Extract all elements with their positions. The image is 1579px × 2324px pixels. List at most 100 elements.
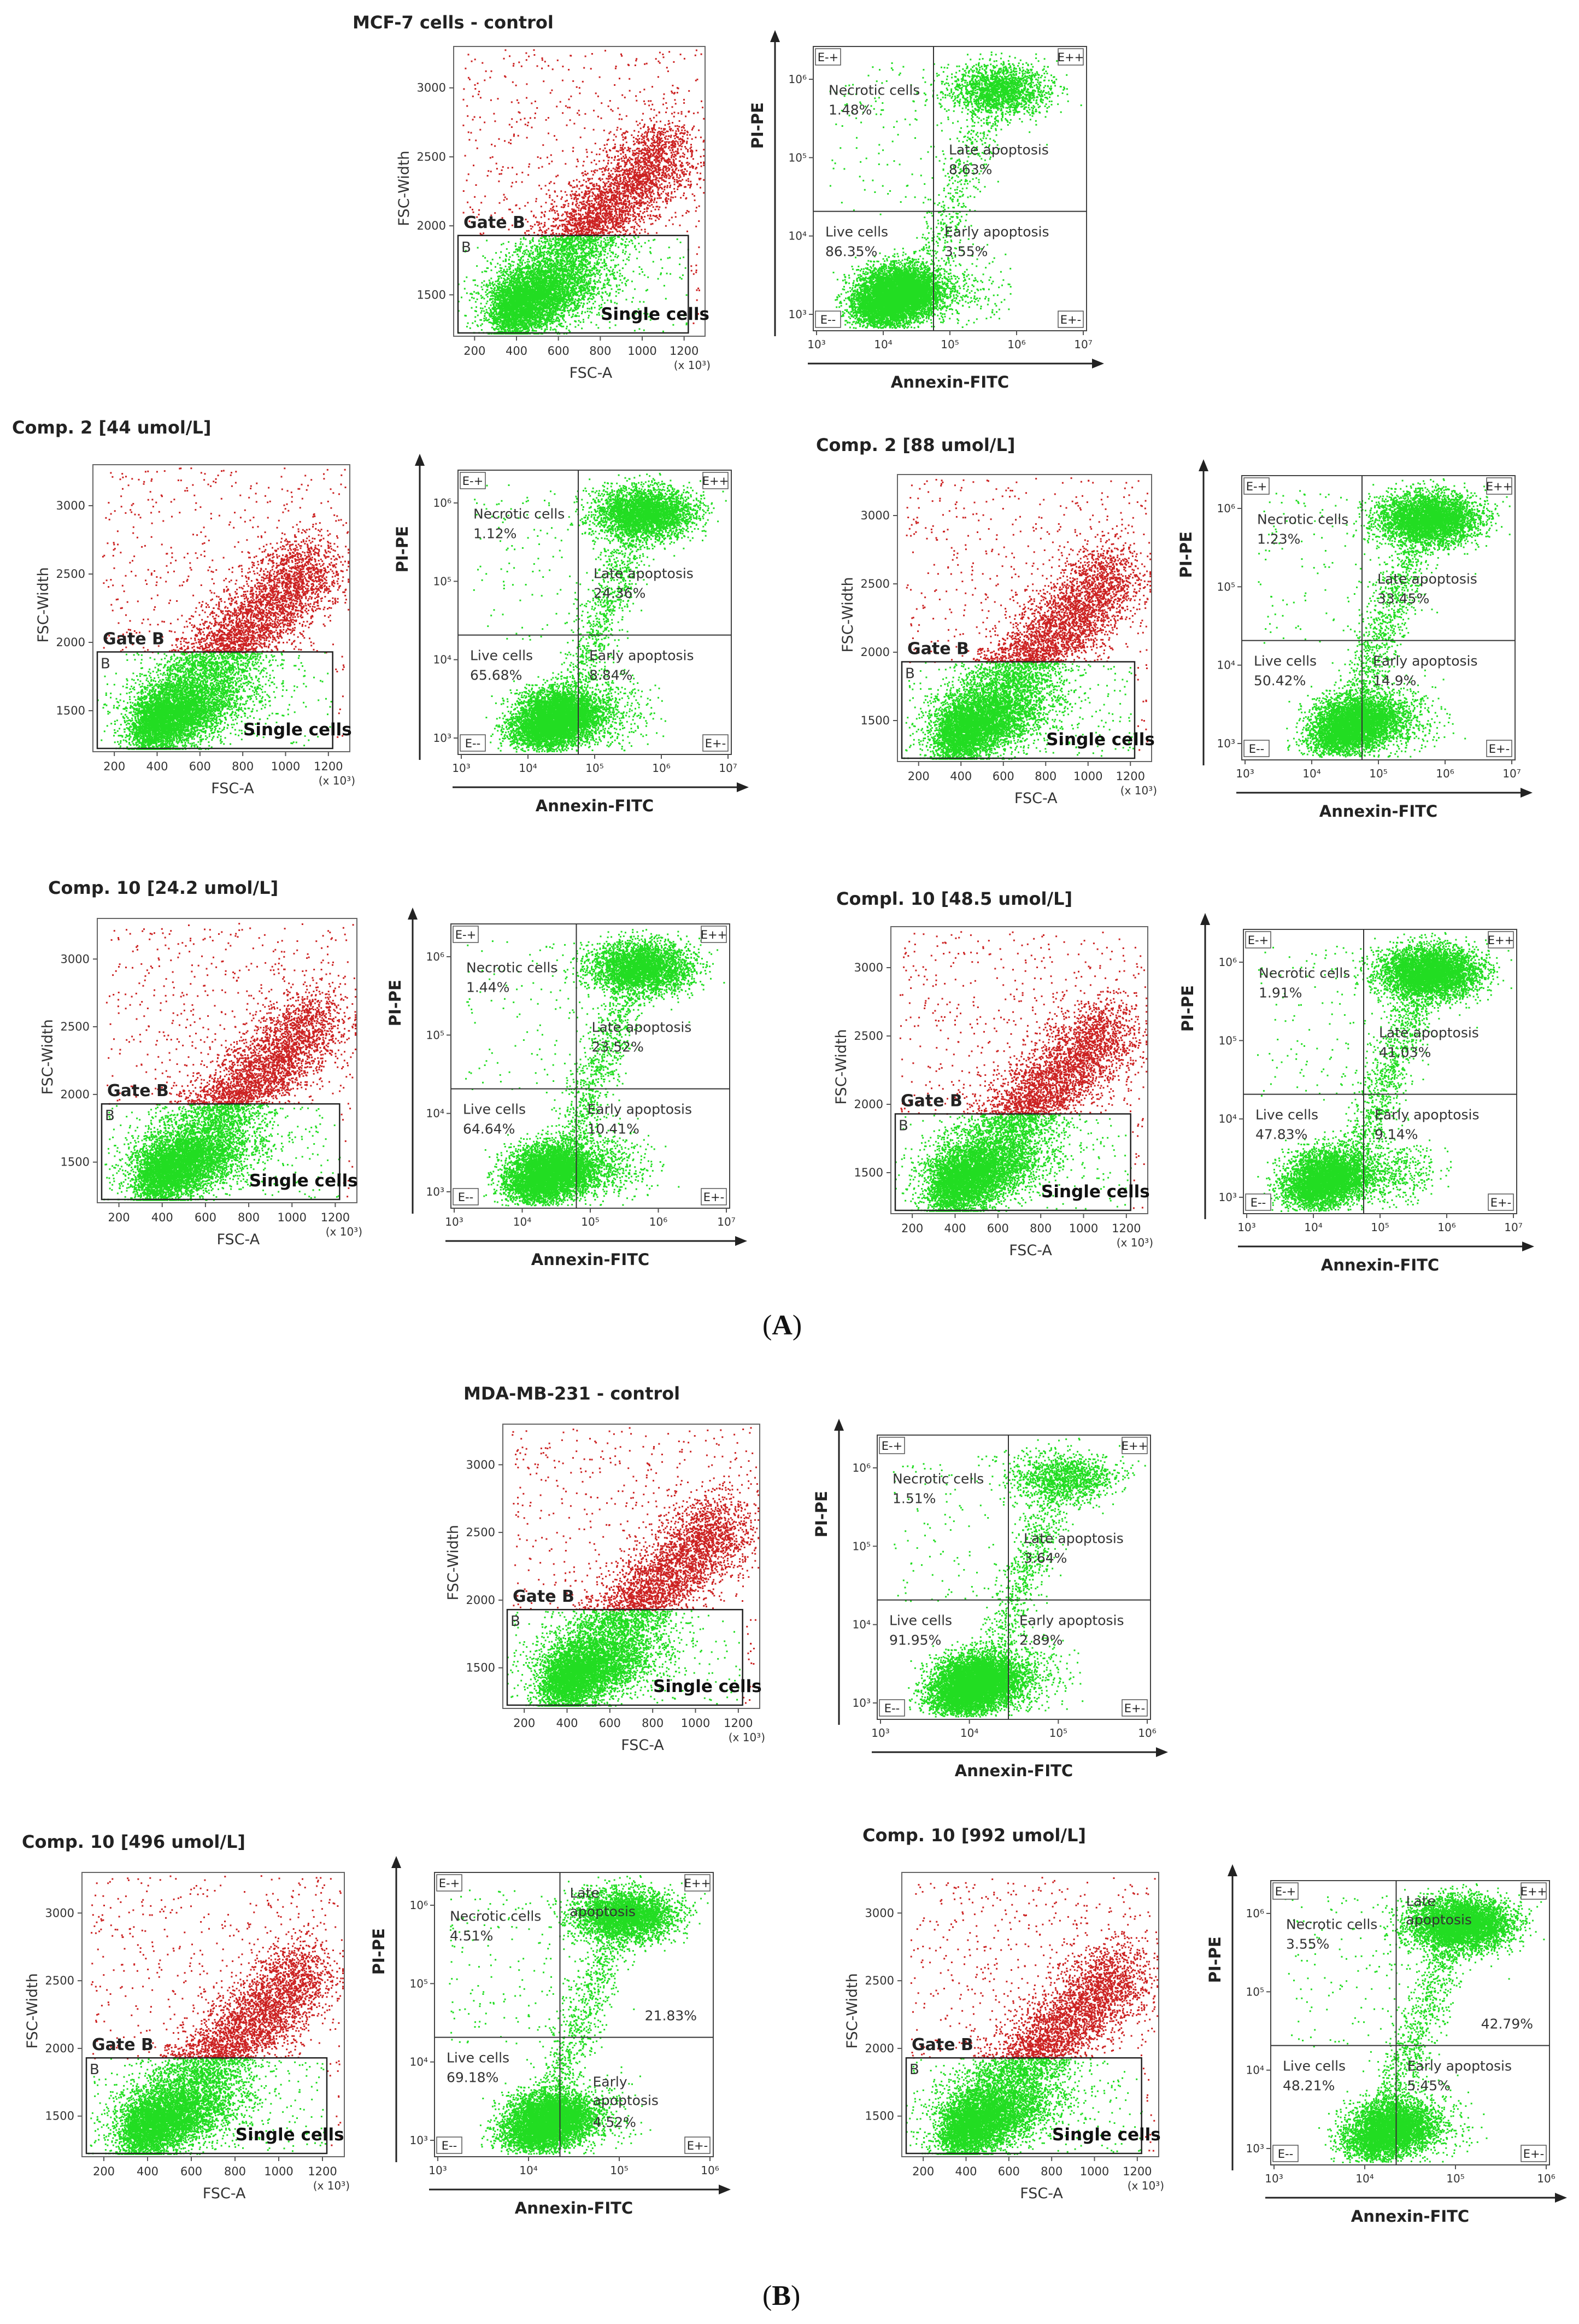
gate-label: Gate B	[463, 213, 525, 232]
single-cells-label: Single cells	[1046, 730, 1155, 750]
x-tick-label: 600	[195, 1211, 216, 1224]
quadrant-tag-lr: E+-	[1489, 742, 1510, 756]
annexin-quadrant-plot: E-+ E++ E-- E+- Necrotic cells 4.51% Late apopt…	[369, 1856, 731, 2217]
x-tick-label: 1000	[627, 344, 656, 358]
quadrant-tag-ll: E--	[442, 2139, 457, 2152]
quadrant-tag-ur-box	[701, 926, 727, 943]
fsc-scatter-plot: B Gate B Single cells 200 400 600 800 1000 1200 1…	[840, 474, 1157, 807]
early-label: Early apoptosis	[1373, 653, 1478, 669]
x-tick-label: 1200	[1112, 1222, 1141, 1235]
quadrant-tag-ur: E++	[1486, 480, 1512, 493]
necrotic-label: Necrotic cells	[829, 82, 920, 98]
x-tick-label: 800	[589, 344, 611, 358]
x-unit-label: (x 10³)	[1120, 784, 1157, 797]
ungated-events	[462, 49, 705, 324]
x-axis-label: Annexin-FITC	[1319, 802, 1437, 821]
x-tick-label: 200	[108, 1211, 130, 1224]
x-tick-label: 200	[513, 1717, 535, 1730]
y-tick-label: 10³	[853, 1696, 871, 1710]
x-tick-label: 600	[189, 760, 211, 773]
x-tick-label: 10³	[1237, 1221, 1255, 1234]
x-tick-label: 1200	[314, 760, 343, 773]
panel-b-letter: B	[772, 2280, 791, 2311]
y-tick-label: 10⁵	[1217, 580, 1235, 593]
x-tick-label: 400	[151, 1211, 173, 1224]
annexin-events	[1257, 932, 1512, 1212]
y-axis-arrowhead	[391, 1856, 401, 1868]
y-tick-label: 10⁴	[853, 1618, 871, 1631]
x-axis-label: Annexin-FITC	[515, 2199, 633, 2217]
x-tick-label: 10⁶	[1436, 767, 1454, 780]
x-axis-label: FSC-A	[1020, 2185, 1063, 2202]
quadrant-tag-lr-box	[1122, 1699, 1148, 1717]
x-tick-label: 200	[463, 344, 485, 358]
y-tick-label: 3000	[861, 509, 890, 522]
quadrant-tag-ur: E++	[702, 475, 729, 488]
x-tick-label: 800	[224, 2165, 246, 2178]
live-label: Live cells	[889, 1613, 952, 1629]
quadrant-tag-ll-box	[815, 311, 841, 328]
x-axis-label: Annexin-FITC	[1321, 1256, 1439, 1274]
late-label: Late apoptosis	[949, 142, 1049, 158]
y-tick-label: 2000	[865, 2042, 894, 2055]
x-tick-label: 1000	[1080, 2165, 1109, 2178]
y-tick-label: 3000	[417, 81, 446, 95]
x-axis-arrowhead	[1092, 359, 1104, 368]
early-percent: 5.45%	[1407, 2078, 1451, 2094]
quadrant-tag-ll-box	[436, 2136, 462, 2154]
live-percent: 48.21%	[1283, 2078, 1335, 2094]
annexin-events	[1284, 1883, 1545, 2163]
fsc-scatter-plot: B Gate B Single cells 200 400 600 800 1000 1200 1…	[24, 1872, 350, 2202]
x-tick-label: 10³	[1236, 767, 1254, 780]
y-tick-label: 2500	[417, 150, 446, 163]
quadrant-tag-lr: E+-	[1124, 1702, 1145, 1715]
early-label: Early apoptosis	[588, 1102, 692, 1117]
y-axis-arrowhead	[408, 908, 418, 920]
annexin-events	[1258, 478, 1511, 758]
quadrant-tag-ll: E--	[1249, 742, 1264, 756]
x-tick-label: 10⁶	[1437, 1221, 1455, 1234]
panel-a-label: (A)	[762, 1310, 802, 1341]
x-tick-label: 10⁴	[1302, 767, 1320, 780]
fsc-scatter-plot: B Gate B Single cells 200 400 600 800 1000 1200 1…	[396, 46, 711, 382]
x-axis-label: FSC-A	[621, 1737, 664, 1754]
y-tick-label: 10⁴	[1219, 1113, 1237, 1126]
y-tick-label: 10⁵	[433, 575, 451, 588]
y-axis-label: PI-PE	[748, 102, 767, 149]
y-tick-label: 10³	[426, 1185, 444, 1198]
fsc-scatter-plot: B Gate B Single cells 200 400 600 800 1000 1200 1…	[445, 1424, 765, 1754]
y-axis-arrowhead	[1228, 1864, 1237, 1876]
y-tick-label: 2500	[56, 567, 85, 581]
quadrant-tag-ur-box	[1122, 1437, 1148, 1454]
quadrant-tag-ur-box	[1486, 477, 1512, 495]
y-tick-label: 10⁶	[433, 496, 451, 510]
y-axis-label: PI-PE	[393, 526, 412, 572]
single-cell-events	[507, 1609, 741, 1707]
quadrant-tag-lr: E+-	[1060, 313, 1081, 326]
quadrant-tag-ll: E--	[884, 1702, 900, 1715]
single-cell-events	[103, 1104, 341, 1201]
x-tick-label: 600	[993, 770, 1014, 783]
y-tick-label: 1500	[861, 714, 890, 727]
y-tick-label: 10⁶	[789, 73, 807, 86]
y-tick-label: 10⁶	[426, 950, 444, 963]
x-axis-label: FSC-A	[1009, 1242, 1052, 1259]
x-unit-label: (x 10³)	[319, 774, 355, 787]
x-tick-label: 400	[146, 760, 168, 773]
y-axis-label: FSC-Width	[833, 1029, 850, 1104]
quadrant-tag-lr-box	[1488, 1193, 1514, 1211]
single-cell-events	[895, 1114, 1132, 1212]
single-cell-events	[97, 652, 332, 750]
gate-label: Gate B	[901, 1092, 962, 1111]
y-tick-label: 10³	[1219, 1191, 1237, 1204]
single-cells-label: Single cells	[249, 1171, 358, 1191]
gate-box-label: B	[899, 1118, 908, 1134]
quadrant-tag-ur: E++	[1488, 934, 1514, 947]
x-tick-label: 10⁷	[1074, 338, 1092, 351]
y-tick-label: 10³	[410, 2134, 428, 2147]
quadrant-tag-ul-box	[879, 1437, 905, 1454]
quadrant-tag-ur: E++	[684, 1877, 711, 1890]
x-axis-label: FSC-A	[217, 1231, 260, 1248]
fsc-scatter-plot: B Gate B Single cells 200 400 600 800 1000 1200 1…	[35, 464, 355, 797]
